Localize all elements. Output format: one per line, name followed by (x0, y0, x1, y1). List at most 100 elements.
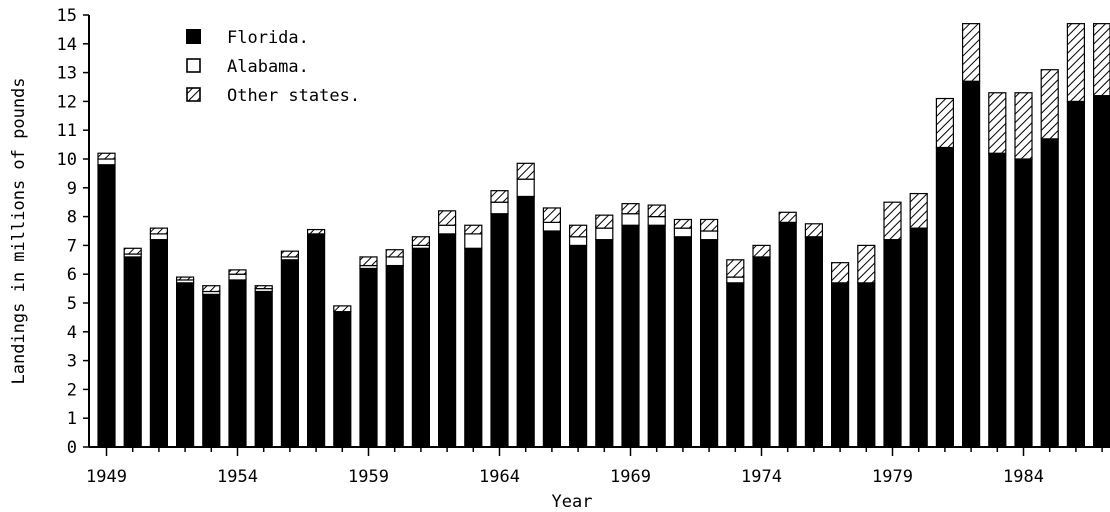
bar-segment-florida-1962 (438, 233, 457, 448)
bar-segment-florida-1967 (568, 244, 588, 448)
bar-segment-alabama-1963 (464, 233, 483, 249)
y-tick-label: 10 (57, 150, 77, 170)
bar-segment-florida-1958 (333, 311, 352, 448)
bar-segment-other-states-1956 (280, 250, 299, 258)
bar-segment-florida-1971 (673, 236, 693, 448)
legend-label-alabama: Alabama. (227, 57, 309, 77)
legend-swatch-other-states (186, 87, 201, 102)
bar-segment-florida-1952 (176, 282, 195, 448)
bar-segment-florida-1954 (228, 279, 247, 448)
y-tick-label: 0 (67, 438, 77, 458)
bar-segment-florida-1970 (647, 224, 666, 448)
legend: Florida. Alabama. Other states. (186, 28, 360, 106)
y-tick-label: 8 (67, 208, 77, 228)
x-axis-label: Year (552, 492, 593, 512)
bar-segment-florida-1972 (699, 239, 719, 448)
bar-segment-florida-1974 (752, 256, 771, 448)
bar-segment-alabama-1962 (438, 224, 457, 235)
y-tick-label: 7 (67, 236, 77, 256)
bar-segment-florida-1984 (1014, 158, 1033, 448)
bar-segment-alabama-1971 (673, 227, 693, 238)
bar-segment-other-states-1973 (726, 259, 745, 278)
legend-label-other-states: Other states. (227, 86, 360, 106)
bar-segment-florida-1965 (516, 195, 535, 448)
bar-segment-other-states-1968 (595, 214, 614, 229)
bar-segment-other-states-1969 (621, 203, 640, 215)
y-tick-label: 12 (57, 92, 77, 112)
bar-segment-other-states-1980 (909, 192, 928, 229)
bar-segment-florida-1977 (830, 282, 850, 448)
bar-segment-other-states-1962 (438, 210, 457, 226)
bar-segment-other-states-1957 (307, 228, 326, 235)
x-ticks: 1949 1954 1959 1964 1969 1974 1979 1984 (86, 447, 1103, 487)
bar-segment-alabama-1966 (542, 221, 562, 232)
bar-segment-florida-1983 (988, 152, 1007, 448)
legend-swatch-florida (186, 29, 201, 44)
x-tick-label: 1984 (1003, 467, 1044, 487)
y-tick-label: 11 (57, 121, 77, 141)
bar-segment-other-states-1951 (149, 227, 168, 235)
bar-segment-alabama-1968 (595, 227, 614, 241)
bar-segment-alabama-1969 (621, 213, 640, 226)
bar-segment-florida-1973 (726, 282, 745, 448)
bar-segment-alabama-1949 (97, 158, 116, 166)
bar-segment-other-states-1985 (1040, 69, 1059, 140)
bar-segment-alabama-1951 (149, 233, 168, 241)
legend-item-other-states: Other states. (186, 86, 360, 106)
bar-segment-florida-1987 (1092, 95, 1110, 448)
y-axis-label: Landings in millions of pounds (9, 77, 29, 384)
bar-segment-other-states-1974 (752, 244, 771, 258)
bar-segment-florida-1957 (307, 233, 326, 448)
bar-segment-other-states-1981 (935, 97, 955, 149)
bar-segment-florida-1981 (935, 146, 955, 448)
bar-segment-florida-1951 (149, 239, 168, 448)
bar-segment-alabama-1964 (490, 201, 509, 215)
y-tick-label: 2 (67, 380, 77, 400)
y-tick-label: 9 (67, 179, 77, 199)
bar-segment-other-states-1961 (411, 236, 430, 246)
y-tick-label: 5 (67, 294, 77, 314)
bar-segment-florida-1955 (254, 290, 273, 448)
bar-segment-other-states-1958 (333, 305, 352, 313)
bar-segment-alabama-1970 (647, 216, 666, 226)
bar-segment-florida-1985 (1040, 138, 1059, 448)
bar-segment-florida-1976 (804, 236, 824, 448)
bar-segment-other-states-1965 (516, 162, 535, 180)
bar-segment-florida-1978 (857, 282, 876, 448)
bar-segment-florida-1963 (464, 247, 483, 448)
legend-item-florida: Florida. (186, 28, 309, 48)
bar-segment-other-states-1971 (673, 218, 693, 229)
bar-segment-alabama-1967 (568, 236, 588, 246)
bar-segment-other-states-1976 (804, 223, 824, 238)
legend-swatch-alabama (186, 58, 201, 73)
bar-segment-florida-1966 (542, 230, 562, 448)
x-tick-label: 1969 (610, 467, 651, 487)
bar-segment-other-states-1955 (254, 285, 273, 290)
bar-segment-florida-1950 (123, 256, 142, 448)
bar-segment-florida-1953 (202, 293, 221, 448)
bar-segment-other-states-1984 (1014, 92, 1033, 160)
bar-segment-florida-1980 (909, 227, 928, 448)
x-tick-label: 1979 (872, 467, 913, 487)
bar-segment-other-states-1952 (176, 276, 195, 281)
bar-segment-florida-1961 (411, 247, 430, 448)
y-tick-label: 13 (57, 64, 77, 84)
bar-segment-other-states-1964 (490, 190, 509, 203)
bar-segment-other-states-1983 (988, 92, 1007, 154)
bar-segment-other-states-1979 (883, 201, 902, 241)
y-tick-label: 3 (67, 352, 77, 372)
bar-segment-other-states-1972 (699, 218, 719, 232)
bar-segment-florida-1968 (595, 239, 614, 448)
bar-segment-other-states-1949 (97, 152, 116, 160)
x-tick-label: 1959 (348, 467, 389, 487)
bar-segment-other-states-1959 (359, 256, 378, 267)
bar-segment-florida-1960 (385, 264, 404, 448)
bar-segment-other-states-1953 (202, 285, 221, 293)
bar-segment-other-states-1970 (647, 204, 666, 218)
bar-segment-alabama-1973 (726, 276, 745, 284)
x-tick-label: 1974 (741, 467, 782, 487)
bar-segment-other-states-1966 (542, 207, 562, 223)
bar-segment-florida-1969 (621, 224, 640, 448)
